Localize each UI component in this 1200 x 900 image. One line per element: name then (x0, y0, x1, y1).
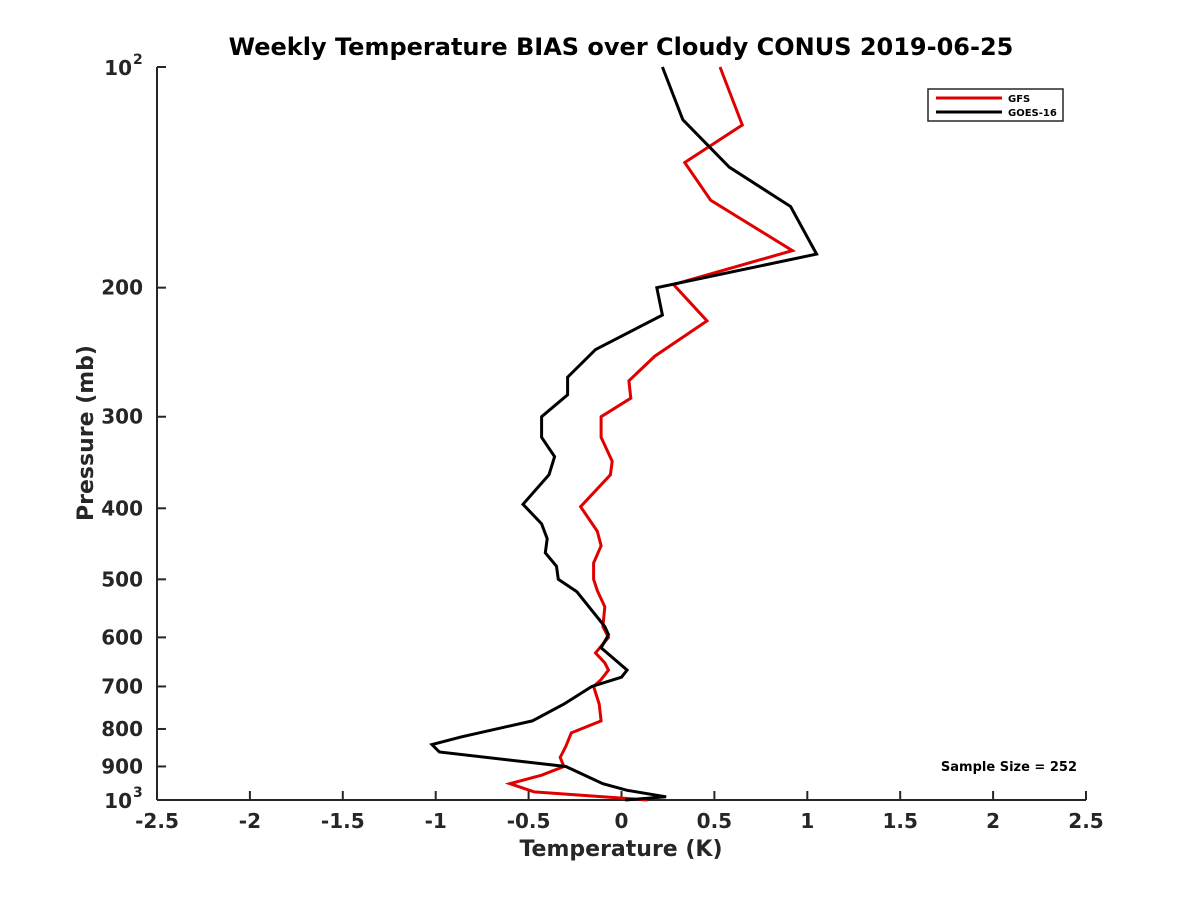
series-line-gfs (504, 66, 797, 802)
legend-box (927, 88, 1064, 122)
y-tick-label: 900 (101, 754, 143, 778)
axes: -2.5 -2 -1.5 -1 -0.5 0 0.5 1 1.5 2 2.510 2200300400… (101, 52, 1103, 833)
y-tick-label: 600 (101, 625, 143, 649)
y-tick-label: 200 (101, 276, 143, 300)
x-tick-label: 0 (615, 809, 629, 833)
series-line-goes-16 (429, 66, 819, 802)
y-tick-label: 400 (101, 496, 143, 520)
x-tick-label: 1.5 (882, 809, 917, 833)
x-tick-label: -0.5 (507, 809, 551, 833)
x-tick-label: 2 (986, 809, 1000, 833)
x-tick-label: -1 (425, 809, 447, 833)
sample-size-annotation: Sample Size = 252 (941, 760, 1077, 775)
x-tick-label: 2.5 (1068, 809, 1103, 833)
legend: GFS GOES-16 (927, 88, 1064, 122)
y-tick-label: 800 (101, 717, 143, 741)
x-tick-label: -1.5 (321, 809, 365, 833)
x-tick-label: 0.5 (697, 809, 732, 833)
y-tick-exponent: 2 (133, 52, 143, 68)
y-tick-label: 500 (101, 567, 143, 591)
y-tick-label: 10 (104, 56, 132, 80)
x-tick-label: -2 (239, 809, 261, 833)
x-tick-label: 1 (800, 809, 814, 833)
series-lines (429, 66, 819, 802)
chart-title: Weekly Temperature BIAS over Cloudy CONU… (229, 33, 1014, 61)
y-tick-label: 10 (104, 789, 132, 813)
x-axis-label: Temperature (K) (519, 837, 722, 862)
y-tick-label: 700 (101, 674, 143, 698)
legend-label: GFS (1008, 94, 1030, 105)
y-tick-label: 300 (101, 405, 143, 429)
x-tick-label: -2.5 (135, 809, 179, 833)
legend-label: GOES-16 (1008, 108, 1057, 119)
y-tick-exponent: 3 (133, 785, 143, 801)
y-axis-label: Pressure (mb) (74, 345, 99, 521)
